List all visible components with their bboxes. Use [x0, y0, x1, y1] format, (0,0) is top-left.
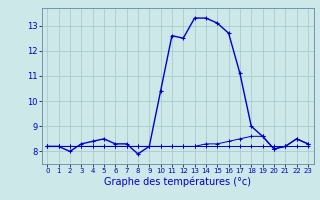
X-axis label: Graphe des températures (°c): Graphe des températures (°c): [104, 177, 251, 187]
